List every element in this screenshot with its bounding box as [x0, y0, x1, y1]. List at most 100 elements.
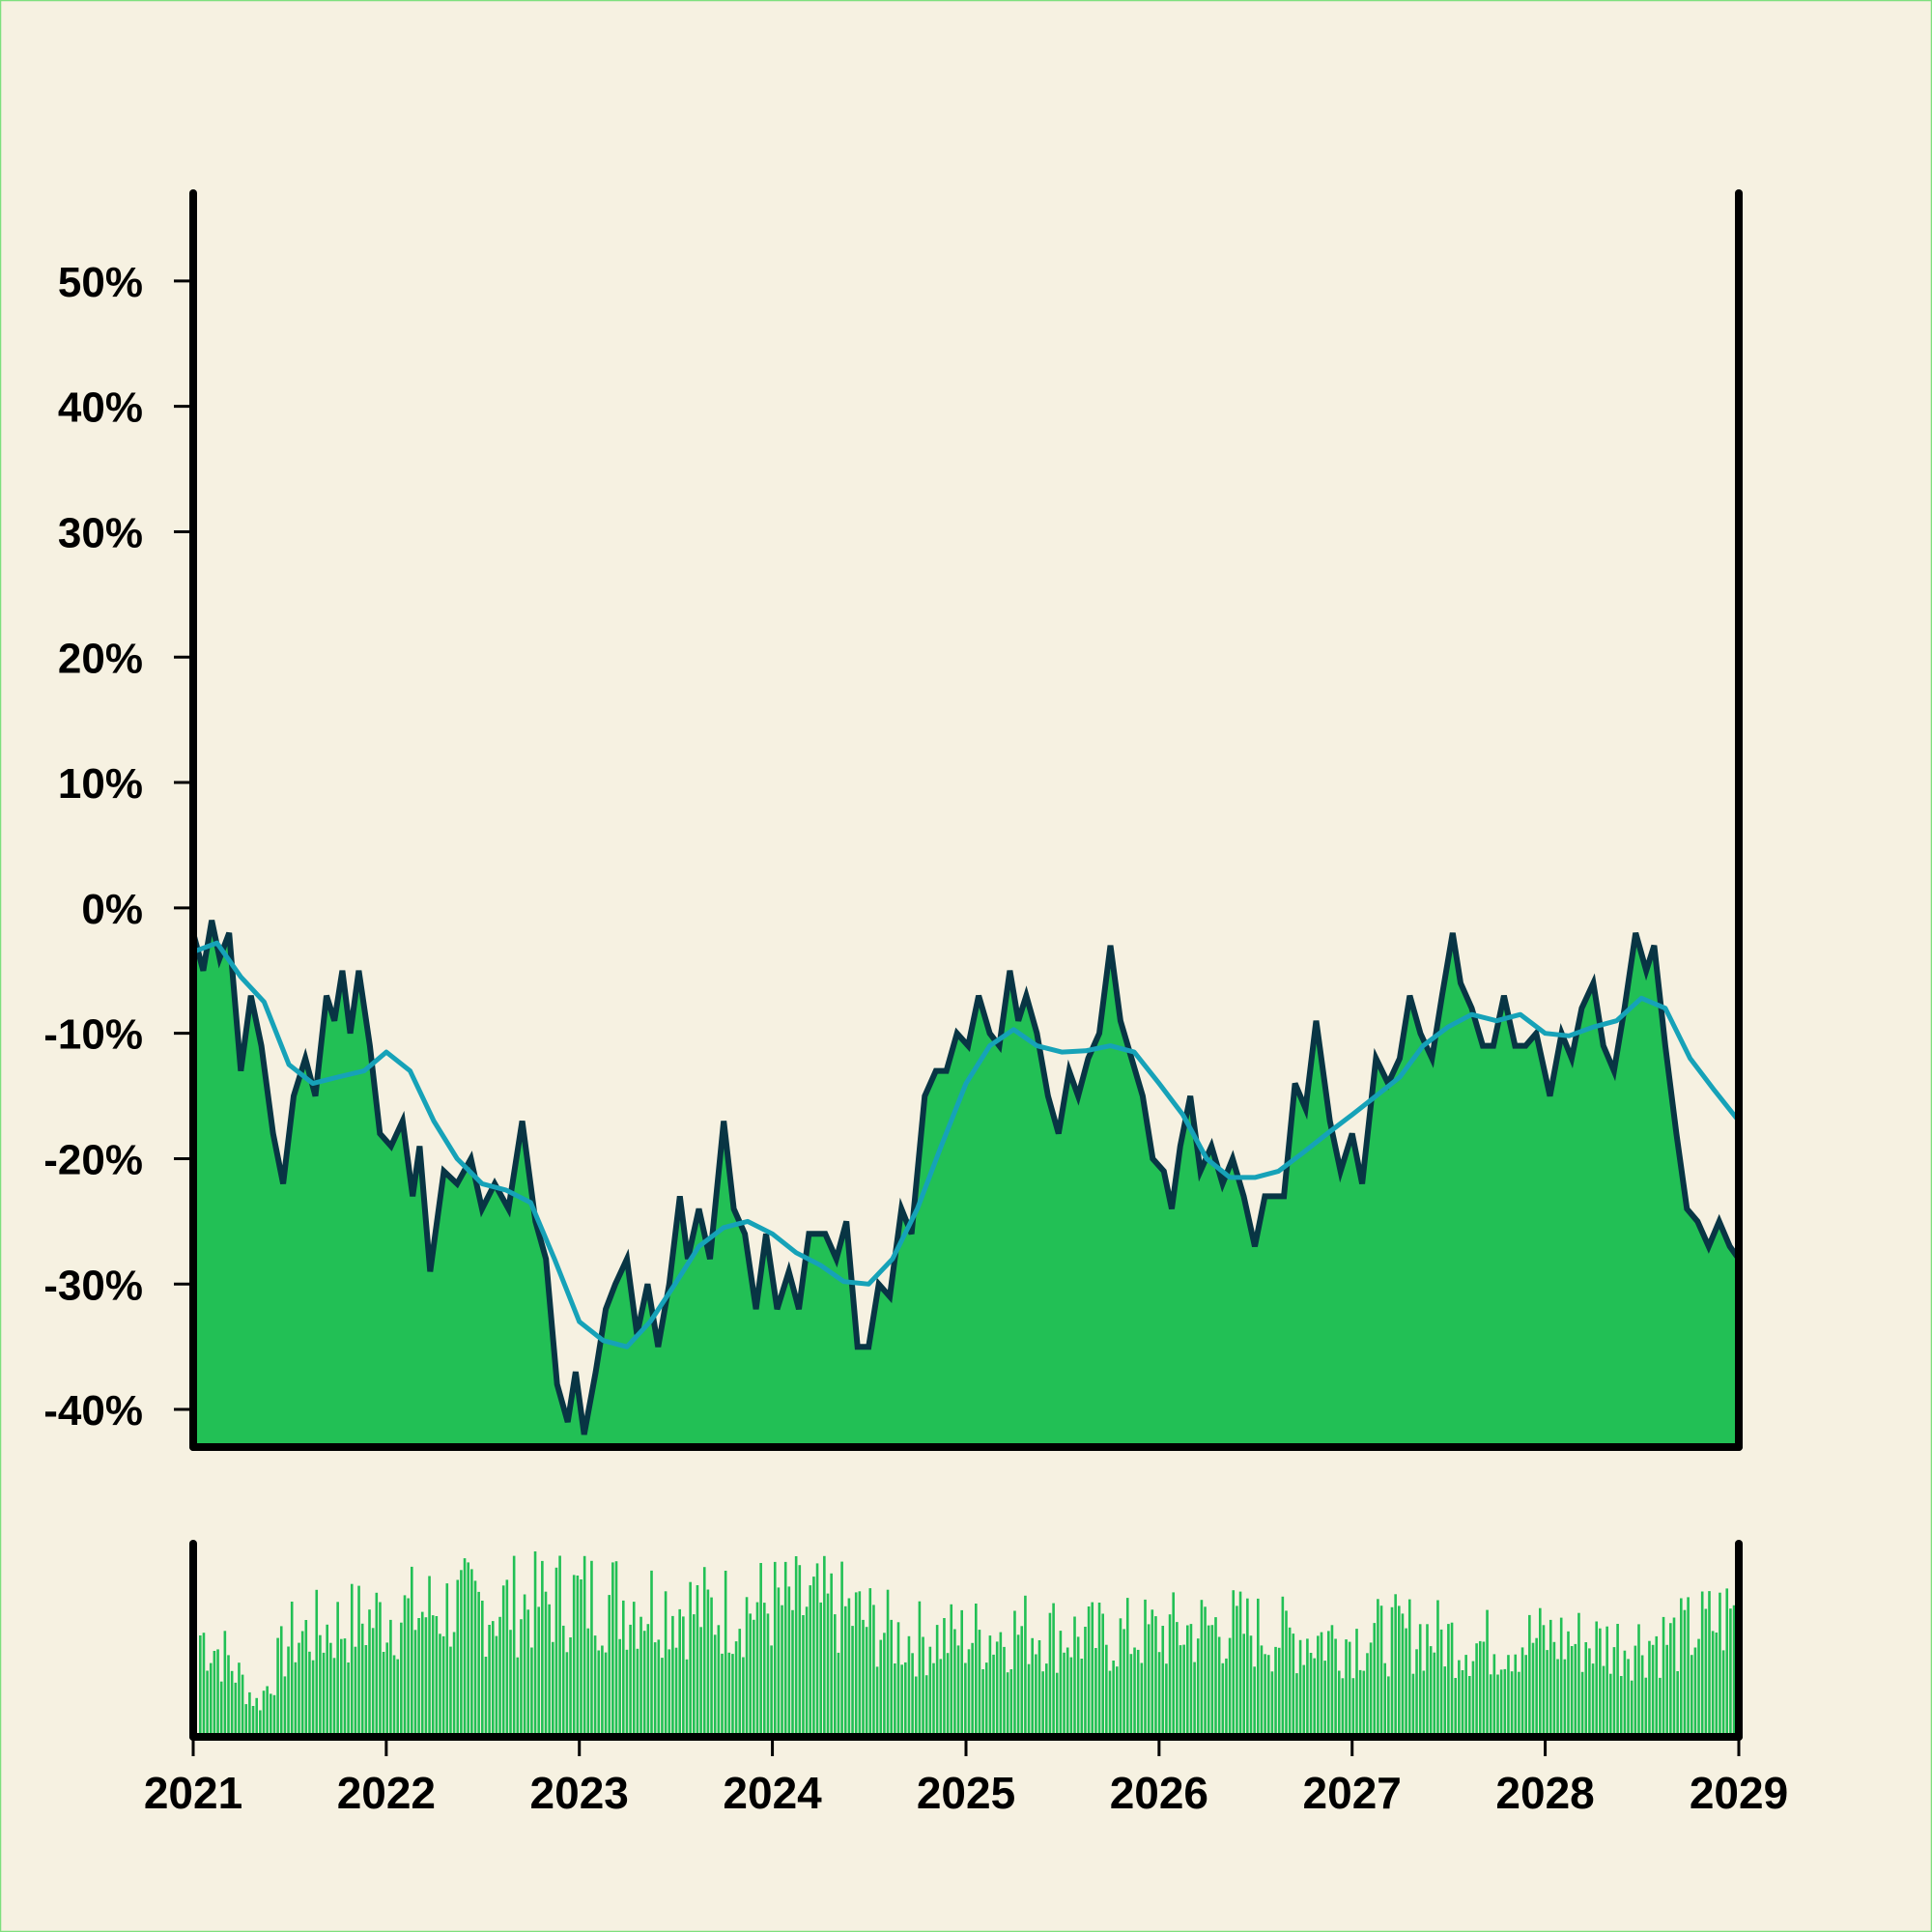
volume-bar: [671, 1615, 674, 1737]
volume-bar: [1055, 1672, 1059, 1737]
volume-bar: [770, 1645, 773, 1737]
x-tick-label: 2028: [1495, 1768, 1594, 1818]
volume-bar: [1257, 1598, 1260, 1737]
volume-bar: [1411, 1673, 1415, 1737]
volume-bar: [520, 1619, 523, 1737]
volume-bar: [706, 1589, 710, 1737]
volume-bar: [1116, 1666, 1119, 1737]
volume-bar: [657, 1639, 661, 1737]
volume-bar: [1073, 1616, 1076, 1737]
volume-bar: [223, 1631, 227, 1737]
volume-bar: [1327, 1631, 1330, 1737]
volume-bar: [1711, 1631, 1715, 1737]
volume-bar: [248, 1691, 251, 1737]
volume-bar: [1285, 1610, 1288, 1737]
volume-bar: [354, 1646, 357, 1737]
volume-bar: [473, 1580, 477, 1737]
volume-bar: [1345, 1639, 1348, 1737]
volume-bar: [1669, 1623, 1672, 1737]
volume-bar: [837, 1652, 840, 1737]
volume-bar: [199, 1635, 202, 1737]
volume-bar: [477, 1591, 480, 1737]
volume-bar: [470, 1569, 473, 1737]
volume-bar: [1659, 1677, 1662, 1737]
volume-bar: [1383, 1662, 1386, 1737]
volume-bar: [1094, 1648, 1097, 1737]
volume-bar: [565, 1652, 569, 1737]
volume-bars: [199, 1551, 1736, 1737]
volume-bar: [1475, 1643, 1478, 1737]
volume-bar: [213, 1651, 216, 1737]
volume-bar: [1266, 1655, 1270, 1737]
volume-bar: [202, 1633, 206, 1737]
volume-bar: [569, 1637, 572, 1737]
volume-bar: [1482, 1641, 1486, 1737]
volume-bar: [364, 1645, 368, 1737]
volume-bar: [279, 1626, 283, 1737]
x-tick-label: 2022: [337, 1768, 436, 1818]
volume-bar: [1591, 1663, 1595, 1737]
volume-bar: [1144, 1599, 1147, 1737]
volume-bar: [1588, 1648, 1591, 1737]
volume-bar: [1041, 1671, 1044, 1737]
volume-bar: [488, 1625, 491, 1737]
volume-bar: [1204, 1606, 1207, 1737]
volume-bar: [1366, 1653, 1369, 1737]
volume-bar: [868, 1588, 872, 1737]
volume-bar: [533, 1551, 537, 1737]
y-tick-label: -10%: [43, 1011, 143, 1059]
volume-bar: [287, 1646, 290, 1737]
volume-bar: [283, 1676, 287, 1737]
volume-bar: [950, 1604, 953, 1737]
volume-bar: [664, 1591, 668, 1737]
volume-bar: [699, 1627, 702, 1737]
volume-bar: [227, 1655, 230, 1737]
volume-bar: [304, 1620, 308, 1737]
y-tick-label: 10%: [58, 760, 143, 808]
volume-bar: [1426, 1624, 1429, 1737]
volume-bar: [1161, 1626, 1165, 1737]
volume-bar: [526, 1609, 530, 1737]
volume-bar: [981, 1669, 984, 1737]
volume-bar: [995, 1641, 999, 1737]
volume-bar: [1535, 1637, 1538, 1737]
volume-bar: [1377, 1599, 1379, 1737]
volume-bar: [467, 1562, 469, 1737]
volume-bar: [1634, 1645, 1637, 1737]
volume-bar: [1683, 1609, 1687, 1737]
volume-bar: [1200, 1600, 1204, 1737]
volume-bar: [1580, 1671, 1584, 1737]
volume-bar: [1348, 1641, 1351, 1737]
volume-bar: [805, 1606, 809, 1737]
volume-bar: [935, 1625, 939, 1737]
volume-bar: [625, 1649, 629, 1737]
volume-bar: [872, 1605, 875, 1737]
volume-bar: [1295, 1673, 1298, 1737]
volume-bar: [1510, 1671, 1514, 1737]
volume-bar: [1087, 1606, 1091, 1737]
volume-bar: [329, 1642, 332, 1737]
volume-bar: [967, 1649, 971, 1737]
volume-bar: [766, 1613, 770, 1737]
volume-bar: [396, 1659, 399, 1737]
volume-bar: [1422, 1670, 1426, 1737]
volume-bar: [1570, 1646, 1574, 1737]
volume-bar: [1496, 1674, 1499, 1737]
volume-bar: [548, 1604, 551, 1737]
volume-bar: [445, 1583, 449, 1737]
volume-bar: [262, 1690, 266, 1737]
volume-bar: [1369, 1642, 1373, 1737]
y-tick-label: 40%: [58, 384, 143, 432]
volume-bar: [1140, 1662, 1144, 1737]
volume-bar: [661, 1658, 664, 1737]
volume-bar: [1623, 1650, 1627, 1737]
volume-bar: [1546, 1650, 1548, 1737]
volume-bar: [1031, 1637, 1034, 1737]
volume-bar: [1721, 1650, 1725, 1737]
volume-bar: [1228, 1637, 1232, 1737]
volume-bar: [251, 1706, 255, 1737]
volume-bar: [1556, 1659, 1559, 1737]
volume-bar: [552, 1641, 554, 1737]
volume-bar: [1489, 1674, 1492, 1737]
volume-bar: [1037, 1640, 1041, 1737]
